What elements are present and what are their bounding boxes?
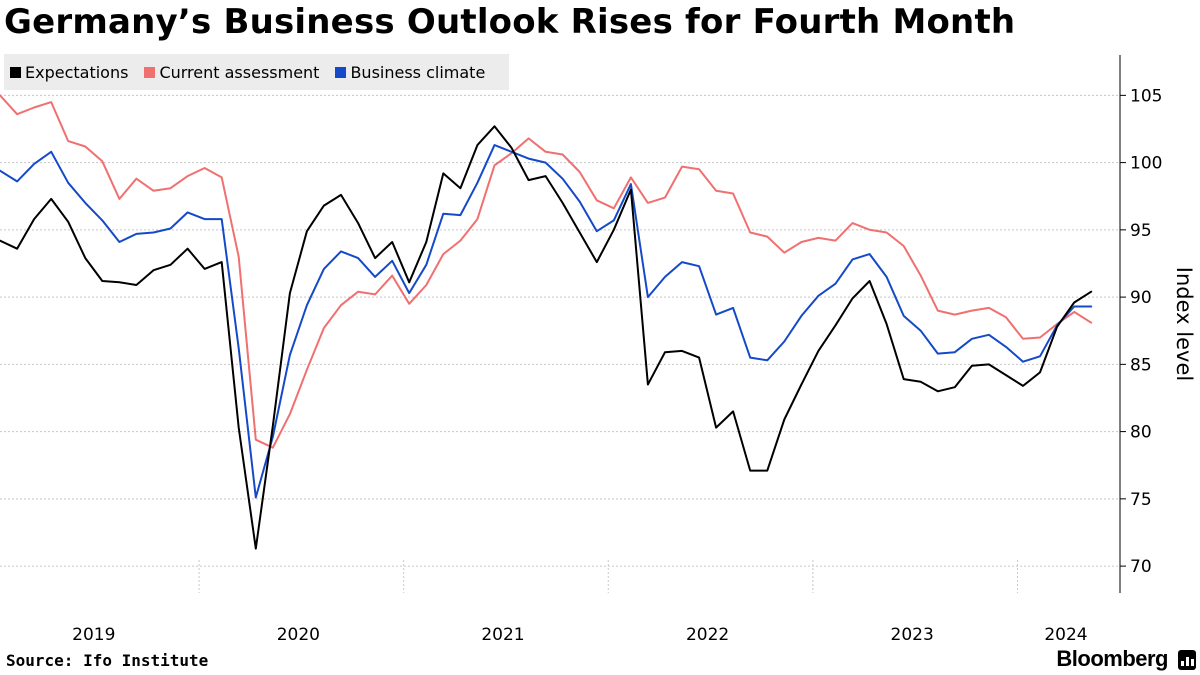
x-tick-label-2021: 2021 [481,625,524,645]
source-note: Source: Ifo Institute [6,651,209,670]
y-tick-label-105: 105 [1130,86,1162,106]
legend-item-current: Current assessment [144,63,319,82]
series-line-current [0,94,1093,449]
legend: Expectations Current assessment Business… [4,54,509,90]
y-tick-label-70: 70 [1130,557,1152,577]
y-tick-label-90: 90 [1130,288,1152,308]
series-line-climate [0,144,1093,499]
x-tick-label-2024: 2024 [1044,625,1087,645]
legend-swatch-climate [335,66,347,78]
legend-label-climate: Business climate [350,62,486,82]
x-tick-label-2022: 2022 [686,625,729,645]
y-tick-label-95: 95 [1130,221,1152,241]
x-tick-label-2020: 2020 [277,625,320,645]
y-tick-label-75: 75 [1130,490,1152,510]
series-line-expectations [0,125,1093,550]
y-tick-label-80: 80 [1130,423,1152,443]
legend-item-climate: Business climate [335,63,485,82]
chart-title: Germany’s Business Outlook Rises for Fou… [4,2,1016,42]
legend-label-current: Current assessment [159,62,320,82]
legend-item-expectations: Expectations [10,63,128,82]
y-axis-title: Index level [1172,267,1196,381]
x-tick-label-2019: 2019 [72,625,115,645]
brand-wordmark: Bloomberg [1056,646,1168,671]
y-tick-label-100: 100 [1130,154,1162,174]
legend-swatch-current [144,66,156,78]
bloomberg-chart-icon [1178,650,1196,670]
legend-label-expectations: Expectations [25,62,129,82]
x-tick-label-2023: 2023 [891,625,934,645]
y-tick-label-85: 85 [1130,355,1152,375]
legend-swatch-expectations [10,66,21,78]
